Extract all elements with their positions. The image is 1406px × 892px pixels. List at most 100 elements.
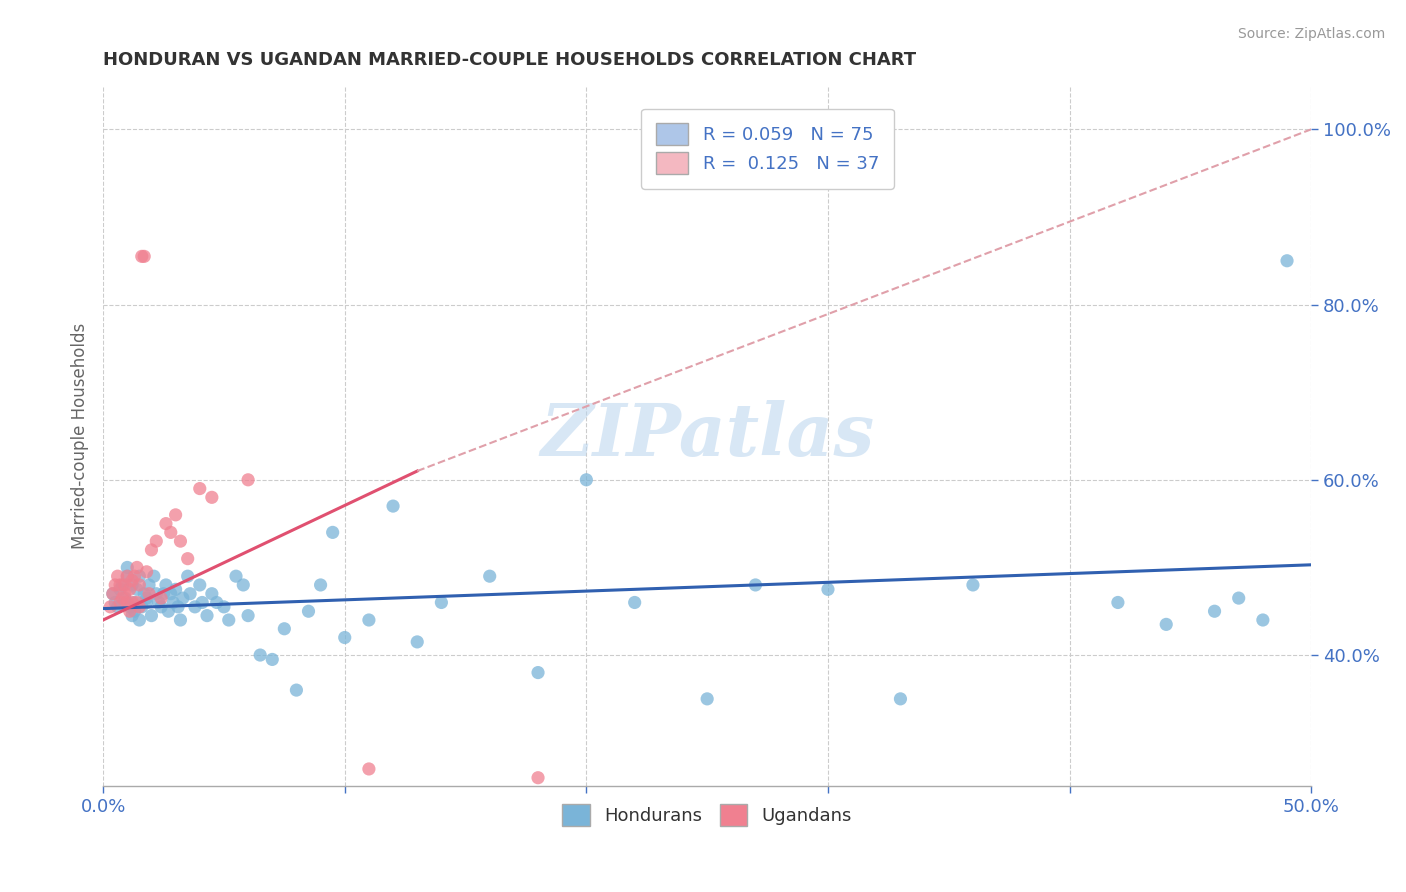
Point — [1204, 604, 1226, 618]
Point — [152, 587, 174, 601]
Y-axis label: Married-couple Households: Married-couple Households — [72, 323, 89, 549]
Point — [101, 587, 124, 601]
Point — [101, 587, 124, 601]
Point — [104, 595, 127, 609]
Point — [1251, 613, 1274, 627]
Point — [696, 691, 718, 706]
Point — [107, 569, 129, 583]
Point — [155, 516, 177, 531]
Point — [117, 569, 139, 583]
Point — [117, 569, 139, 583]
Point — [138, 578, 160, 592]
Point — [744, 578, 766, 592]
Point — [135, 565, 157, 579]
Point — [1275, 253, 1298, 268]
Text: Source: ZipAtlas.com: Source: ZipAtlas.com — [1237, 27, 1385, 41]
Point — [575, 473, 598, 487]
Point — [118, 604, 141, 618]
Point — [1227, 591, 1250, 606]
Point — [169, 534, 191, 549]
Point — [176, 569, 198, 583]
Point — [124, 569, 146, 583]
Point — [623, 595, 645, 609]
Point — [148, 595, 170, 609]
Text: ZIPatlas: ZIPatlas — [540, 401, 875, 472]
Point — [117, 595, 139, 609]
Point — [135, 595, 157, 609]
Point — [333, 631, 356, 645]
Point — [145, 534, 167, 549]
Point — [108, 578, 131, 592]
Point — [125, 582, 148, 597]
Point — [165, 582, 187, 597]
Point — [134, 249, 156, 263]
Point — [162, 595, 184, 609]
Point — [165, 508, 187, 522]
Point — [155, 578, 177, 592]
Point — [212, 599, 235, 614]
Point — [232, 578, 254, 592]
Point — [125, 595, 148, 609]
Point — [249, 648, 271, 662]
Point — [125, 560, 148, 574]
Point — [201, 587, 224, 601]
Point — [527, 771, 550, 785]
Point — [108, 582, 131, 597]
Point — [218, 613, 240, 627]
Point — [138, 587, 160, 601]
Point — [114, 591, 136, 606]
Point — [128, 569, 150, 583]
Point — [117, 560, 139, 574]
Point — [169, 613, 191, 627]
Point — [134, 587, 156, 601]
Point — [128, 613, 150, 627]
Point — [118, 599, 141, 614]
Point — [357, 613, 380, 627]
Text: HONDURAN VS UGANDAN MARRIED-COUPLE HOUSEHOLDS CORRELATION CHART: HONDURAN VS UGANDAN MARRIED-COUPLE HOUSE… — [103, 51, 917, 69]
Point — [195, 608, 218, 623]
Point — [121, 608, 143, 623]
Point — [135, 591, 157, 606]
Point — [382, 499, 405, 513]
Point — [225, 569, 247, 583]
Point — [188, 482, 211, 496]
Point — [121, 574, 143, 588]
Point — [1154, 617, 1177, 632]
Point — [141, 542, 163, 557]
Point — [236, 608, 259, 623]
Point — [142, 569, 165, 583]
Point — [1107, 595, 1129, 609]
Point — [167, 599, 190, 614]
Point — [108, 595, 131, 609]
Point — [236, 473, 259, 487]
Point — [159, 525, 181, 540]
Point — [104, 578, 127, 592]
Point — [309, 578, 332, 592]
Point — [889, 691, 911, 706]
Point — [124, 604, 146, 618]
Legend: Hondurans, Ugandans: Hondurans, Ugandans — [555, 797, 859, 833]
Point — [176, 551, 198, 566]
Point — [128, 599, 150, 614]
Point — [128, 578, 150, 592]
Point — [297, 604, 319, 618]
Point — [100, 599, 122, 614]
Point — [114, 578, 136, 592]
Point — [131, 599, 153, 614]
Point — [188, 578, 211, 592]
Point — [150, 599, 173, 614]
Point — [201, 491, 224, 505]
Point — [111, 591, 134, 606]
Point — [322, 525, 344, 540]
Point — [205, 595, 228, 609]
Point — [527, 665, 550, 680]
Point — [131, 249, 153, 263]
Point — [406, 635, 429, 649]
Point — [962, 578, 984, 592]
Point — [817, 582, 839, 597]
Point — [118, 582, 141, 597]
Point — [184, 599, 207, 614]
Point — [141, 608, 163, 623]
Point — [262, 652, 284, 666]
Point — [150, 591, 173, 606]
